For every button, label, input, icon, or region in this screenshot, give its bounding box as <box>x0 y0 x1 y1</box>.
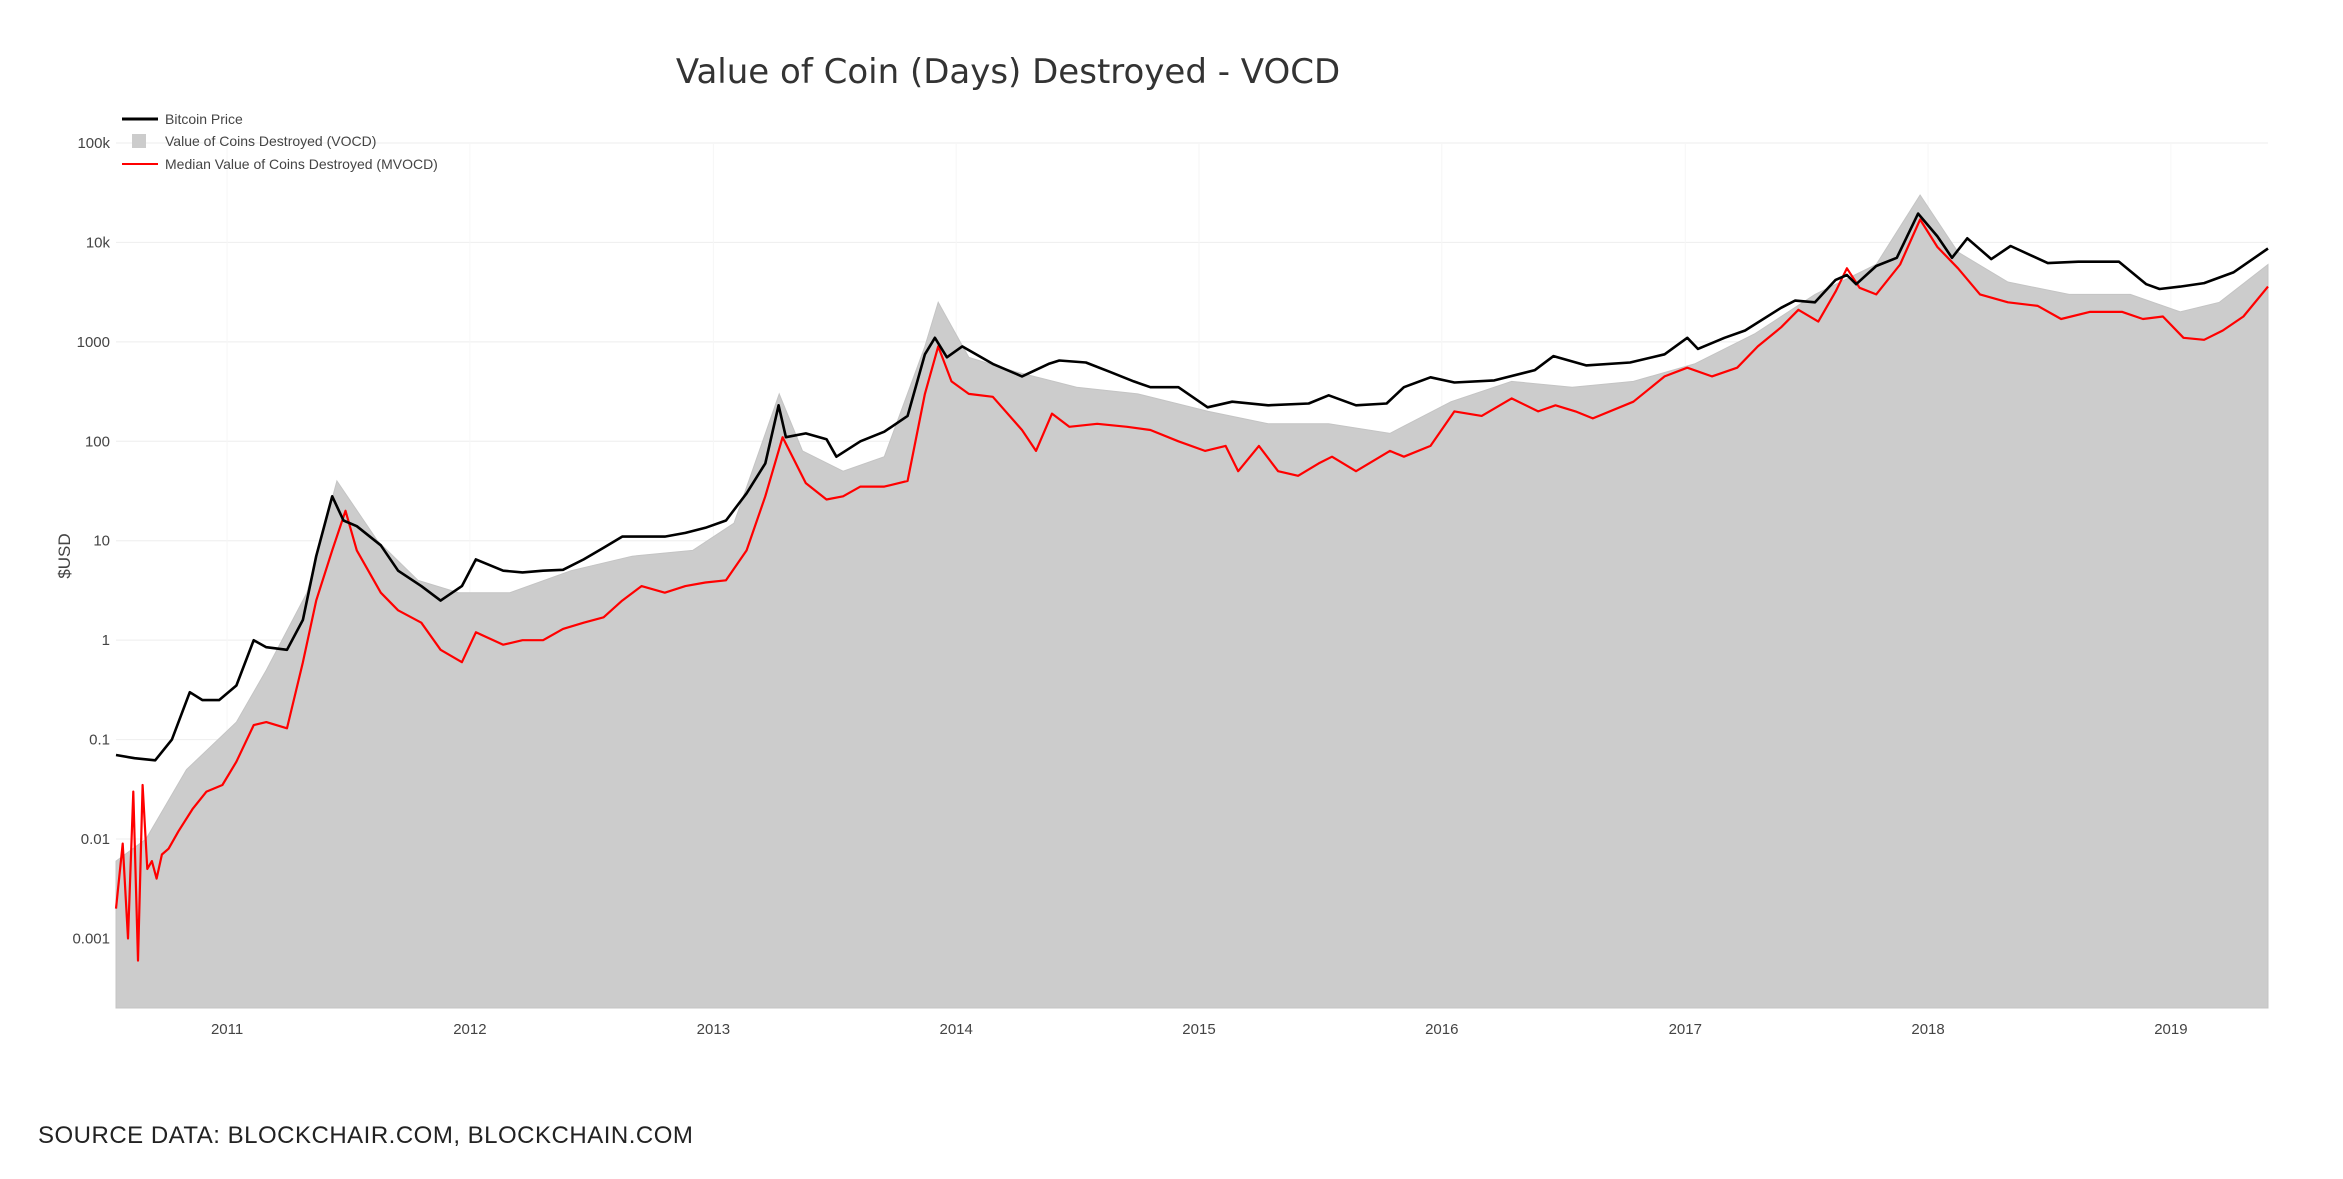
x-tick-label: 2015 <box>1182 1021 1215 1038</box>
legend-swatch-vocd <box>132 134 146 148</box>
y-tick-label: 100 <box>85 433 110 450</box>
y-tick-label: 0.1 <box>89 732 110 749</box>
chart-title: Value of Coin (Days) Destroyed - VOCD <box>676 52 1340 92</box>
legend-label-bitcoin-price: Bitcoin Price <box>165 111 243 127</box>
legend: Bitcoin Price Value of Coins Destroyed (… <box>122 111 438 172</box>
y-tick-label: 100k <box>77 135 110 152</box>
y-tick-label: 1000 <box>77 334 110 351</box>
source-note: SOURCE DATA: BLOCKCHAIR.COM, BLOCKCHAIN.… <box>38 1122 694 1149</box>
y-tick-label: 10 <box>93 533 110 550</box>
legend-label-mvocd: Median Value of Coins Destroyed (MVOCD) <box>165 156 438 172</box>
x-tick-label: 2019 <box>2154 1021 2187 1038</box>
vocd-area-layer <box>115 194 2269 1009</box>
y-tick-label: 0.01 <box>81 831 110 848</box>
y-tick-label: 0.001 <box>72 930 110 947</box>
series-lines-layer <box>114 212 2269 962</box>
x-tick-label: 2017 <box>1669 1021 1702 1038</box>
x-tick-label: 2011 <box>211 1021 243 1038</box>
legend-label-vocd: Value of Coins Destroyed (VOCD) <box>165 133 376 149</box>
x-tick-label: 2018 <box>1911 1021 1944 1038</box>
series-vocd <box>115 194 2269 1009</box>
y-tick-label: 1 <box>102 632 110 649</box>
x-tick-label: 2016 <box>1425 1021 1458 1038</box>
x-tick-label: 2014 <box>939 1021 972 1038</box>
x-tick-labels: 2011 2012 2013 2014 2015 2016 2017 2018 2019 <box>211 1021 2188 1038</box>
series-mvocd <box>114 218 2269 962</box>
y-tick-label: 10k <box>86 234 111 251</box>
x-tick-label: 2013 <box>697 1021 730 1038</box>
y-tick-labels: 100k 10k 1000 100 10 1 0.1 0.01 0.001 <box>72 135 110 947</box>
series-bitcoin-price <box>115 212 2269 762</box>
y-axis-label: $USD <box>55 533 74 578</box>
x-tick-label: 2012 <box>453 1021 486 1038</box>
